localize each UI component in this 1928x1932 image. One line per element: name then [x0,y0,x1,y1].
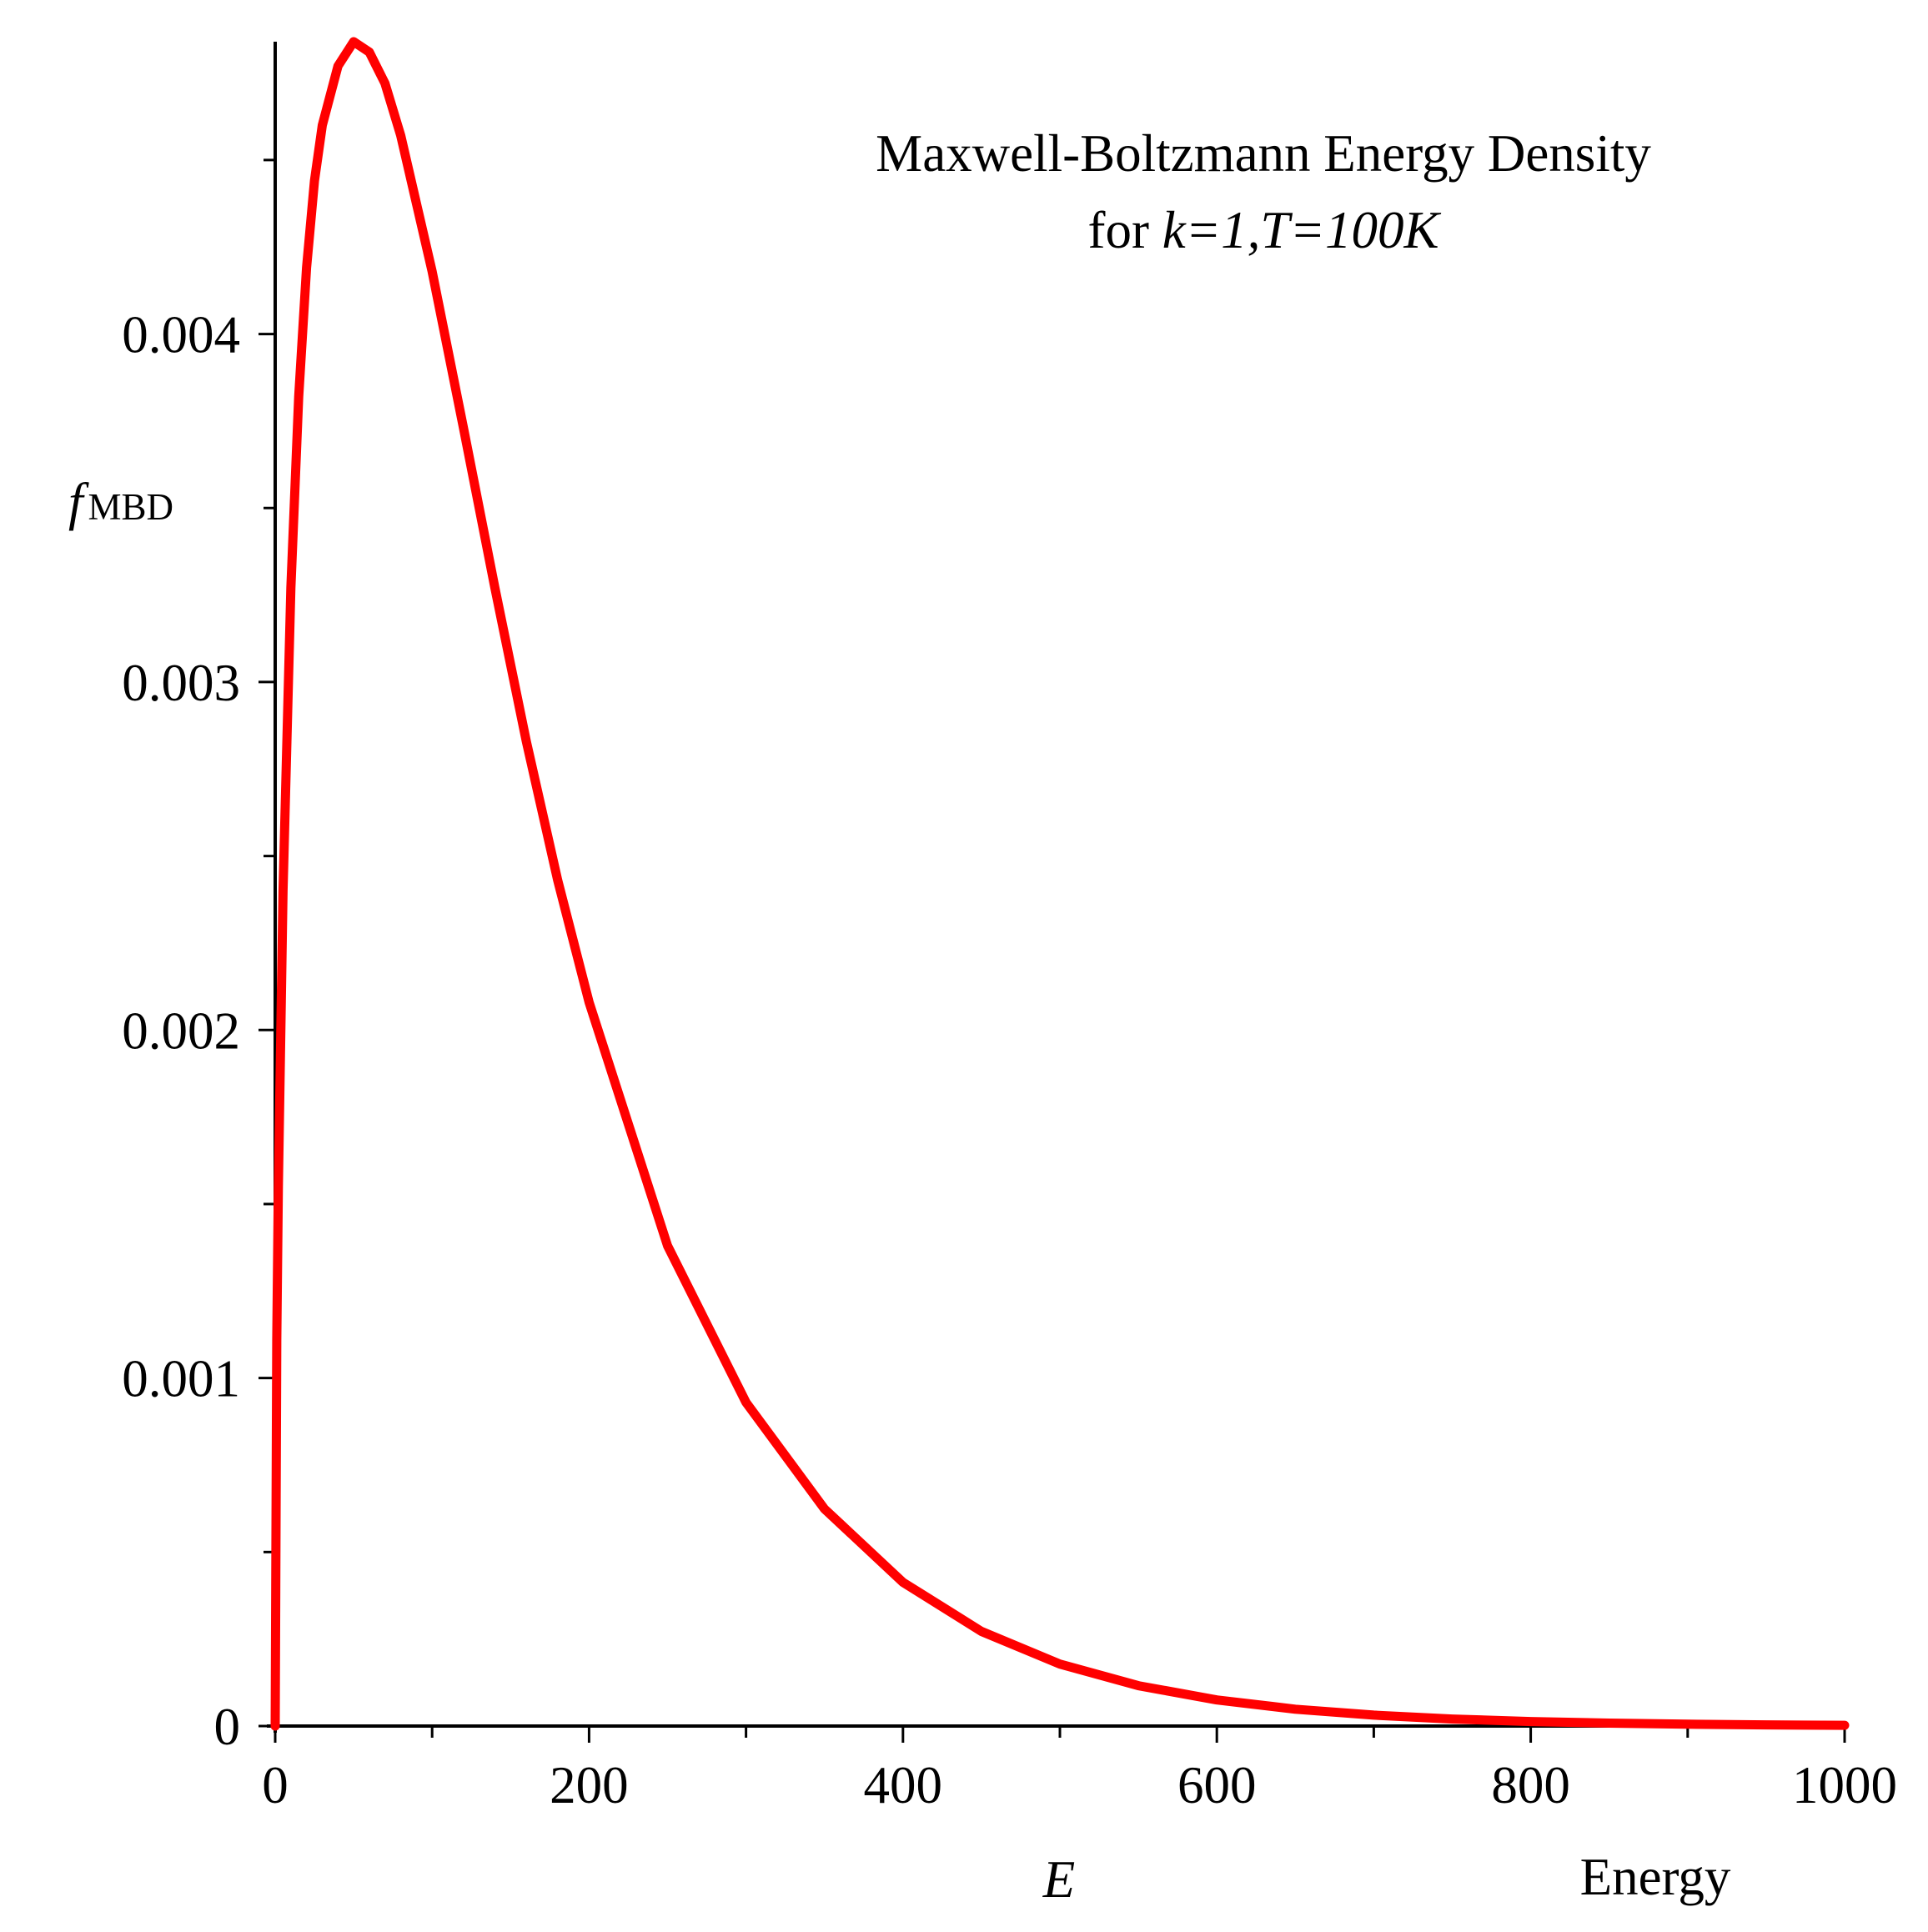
y-tick-label: 0.004 [122,306,240,364]
chart-title: Maxwell-Boltzmann Energy Density [876,124,1651,183]
y-tick-label: 0.003 [122,654,240,712]
y-axis-label-main: f [68,473,89,531]
text-layer: Maxwell-Boltzmann Energy Density for k=1… [68,124,1731,1909]
y-axis-label-sub: MBD [88,486,174,528]
x-axis-label: E [1042,1850,1075,1909]
y-tick-label: 0.002 [122,1001,240,1060]
y-axis-label: f MBD [68,473,173,531]
x-tick-label: 400 [864,1756,943,1814]
x-tick-label: 1000 [1792,1756,1897,1814]
x-tick-label: 600 [1177,1756,1257,1814]
y-tick-label: 0.001 [122,1350,240,1408]
series-layer [270,37,1850,1731]
subtitle-prefix: for [1087,201,1162,259]
axes-layer: 0 200 400 600 800 1000 0 0.001 0.002 0.003 0.004 [122,42,1897,1814]
x-tick-label: 800 [1491,1756,1570,1814]
x-axis-label-energy: Energy [1580,1848,1731,1906]
y-tick-label: 0 [214,1698,241,1756]
subtitle-params: k=1,T=100K [1162,201,1442,259]
x-tick-label: 200 [550,1756,629,1814]
x-tick-label: 0 [262,1756,289,1814]
chart-subtitle: for k=1,T=100K [1087,201,1441,259]
series-line-f-mbd [270,37,1850,1731]
